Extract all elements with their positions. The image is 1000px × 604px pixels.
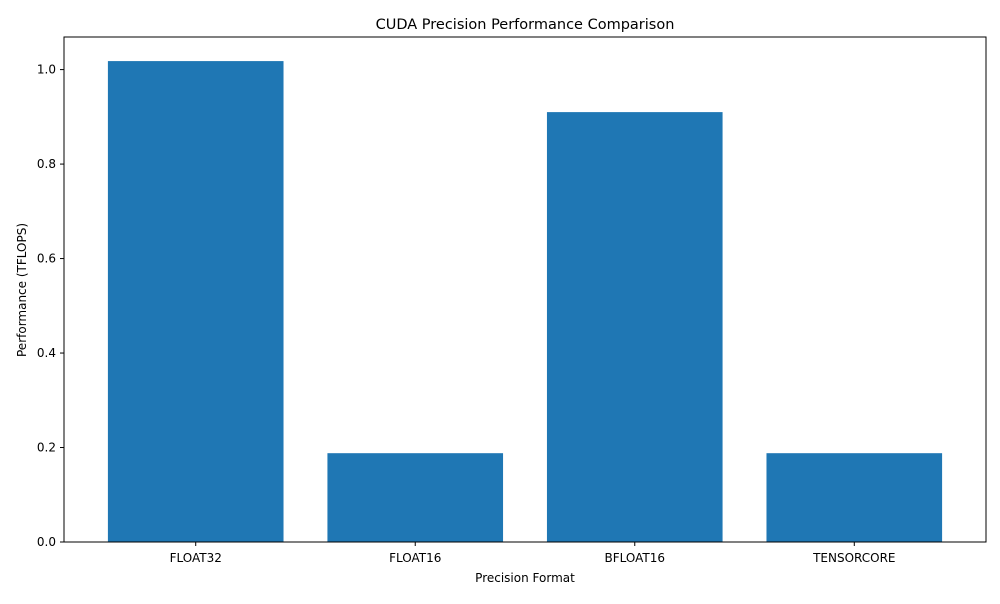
x-tick-label: TENSORCORE bbox=[812, 551, 895, 565]
x-tick-label: FLOAT16 bbox=[389, 551, 441, 565]
bar-bfloat16 bbox=[546, 112, 723, 543]
x-tick-label: FLOAT32 bbox=[170, 551, 222, 565]
plot-area-frame bbox=[63, 36, 987, 543]
bar-float32 bbox=[107, 61, 284, 543]
y-tick-label: 0.2 bbox=[37, 441, 56, 455]
y-tick-label: 0.8 bbox=[37, 157, 56, 171]
y-tick-label: 0.0 bbox=[37, 535, 56, 549]
x-ticks: FLOAT32 FLOAT16 BFLOAT16 TENSORCORE bbox=[170, 542, 896, 565]
bar-tensorcore bbox=[766, 453, 943, 542]
x-axis-label: Precision Format bbox=[475, 571, 575, 585]
bars-layer bbox=[107, 61, 943, 543]
y-axis-label: Performance (TFLOPS) bbox=[15, 223, 29, 357]
y-tick-label: 0.6 bbox=[37, 252, 56, 266]
y-tick-label: 1.0 bbox=[37, 63, 56, 77]
y-tick-label: 0.4 bbox=[37, 346, 56, 360]
chart-title: CUDA Precision Performance Comparison bbox=[376, 17, 675, 33]
y-ticks: 0.0 0.2 0.4 0.6 0.8 1.0 bbox=[37, 63, 64, 549]
bar-float16 bbox=[327, 453, 504, 542]
x-tick-label: BFLOAT16 bbox=[605, 551, 666, 565]
